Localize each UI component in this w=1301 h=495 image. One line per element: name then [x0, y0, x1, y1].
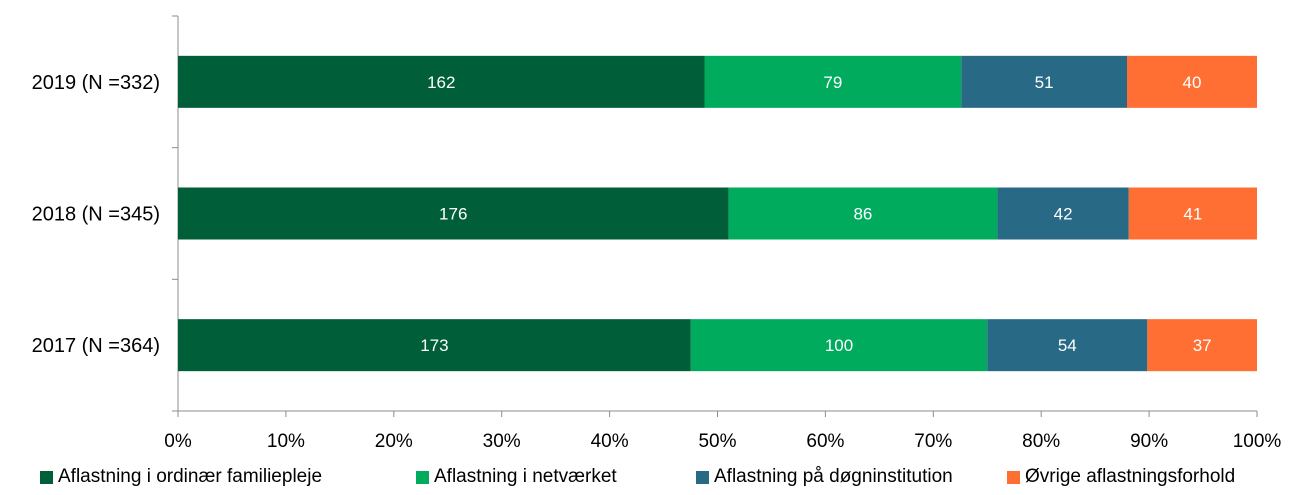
- legend-swatch: [1007, 470, 1020, 484]
- data-label: 176: [439, 205, 467, 224]
- data-label: 51: [1035, 73, 1054, 92]
- x-tick-label: 10%: [267, 431, 305, 452]
- data-label: 173: [420, 336, 448, 355]
- data-label: 41: [1183, 205, 1202, 224]
- x-tick-label: 50%: [698, 431, 736, 452]
- bar-segment: [704, 55, 962, 108]
- legend-swatch: [40, 470, 53, 484]
- data-label: 79: [823, 73, 842, 92]
- data-label: 162: [427, 73, 455, 92]
- legend-label: Aflastning i netværket: [434, 466, 617, 487]
- bar-segment: [728, 187, 998, 240]
- data-label: 54: [1058, 336, 1077, 355]
- bar-segment: [178, 187, 729, 240]
- bar-segment: [1147, 319, 1257, 372]
- data-label: 86: [853, 205, 872, 224]
- category-label: 2018 (N =345): [32, 204, 160, 226]
- category-label: 2019 (N =332): [32, 72, 160, 94]
- x-tick-label: 30%: [483, 431, 521, 452]
- bar-segment: [987, 319, 1148, 372]
- x-tick-label: 100%: [1233, 431, 1282, 452]
- legend-swatch: [416, 470, 429, 484]
- legend: Aflastning i ordinær familiepleje Aflastn…: [0, 466, 1301, 492]
- stacked-bar-chart: 0% 10% 20% 30% 40% 50% 60% 70% 80% 90% 100% 2019 (…: [32, 15, 1282, 452]
- legend-item: Aflastning i ordinær familiepleje: [40, 466, 322, 488]
- bar-segment: [1128, 187, 1257, 240]
- x-tick-label: 0%: [164, 431, 192, 452]
- data-label: 40: [1183, 73, 1202, 92]
- labels: 2019 (N =332) 162 79 51 40 2018 (N =345) 176 86…: [32, 72, 1212, 357]
- x-tick-label: 40%: [591, 431, 629, 452]
- legend-item: Aflastning i netværket: [416, 466, 617, 488]
- category-label: 2017 (N =364): [32, 335, 160, 357]
- legend-item: Øvrige aflastningsforhold: [1007, 466, 1235, 488]
- bar-segment: [178, 319, 691, 372]
- x-tick-label: 90%: [1130, 431, 1168, 452]
- x-tick-label: 70%: [914, 431, 952, 452]
- x-tick-label: 20%: [375, 431, 413, 452]
- bars: [178, 55, 1257, 372]
- x-tick-label: 60%: [806, 431, 844, 452]
- x-tick-label: 80%: [1022, 431, 1060, 452]
- legend-label: Aflastning på døgninstitution: [714, 466, 953, 487]
- legend-item: Aflastning på døgninstitution: [696, 466, 953, 488]
- legend-swatch: [696, 470, 709, 484]
- bar-segment: [997, 187, 1129, 240]
- bar-segment: [1127, 55, 1257, 108]
- bar-segment: [178, 55, 705, 108]
- data-label: 37: [1193, 336, 1212, 355]
- legend-label: Aflastning i ordinær familiepleje: [58, 466, 323, 487]
- legend-label: Øvrige aflastningsforhold: [1025, 466, 1236, 487]
- bar-segment: [961, 55, 1127, 108]
- bar-segment: [690, 319, 988, 372]
- axes: 0% 10% 20% 30% 40% 50% 60% 70% 80% 90% 100%: [164, 15, 1282, 452]
- data-label: 42: [1054, 205, 1073, 224]
- data-label: 100: [825, 336, 853, 355]
